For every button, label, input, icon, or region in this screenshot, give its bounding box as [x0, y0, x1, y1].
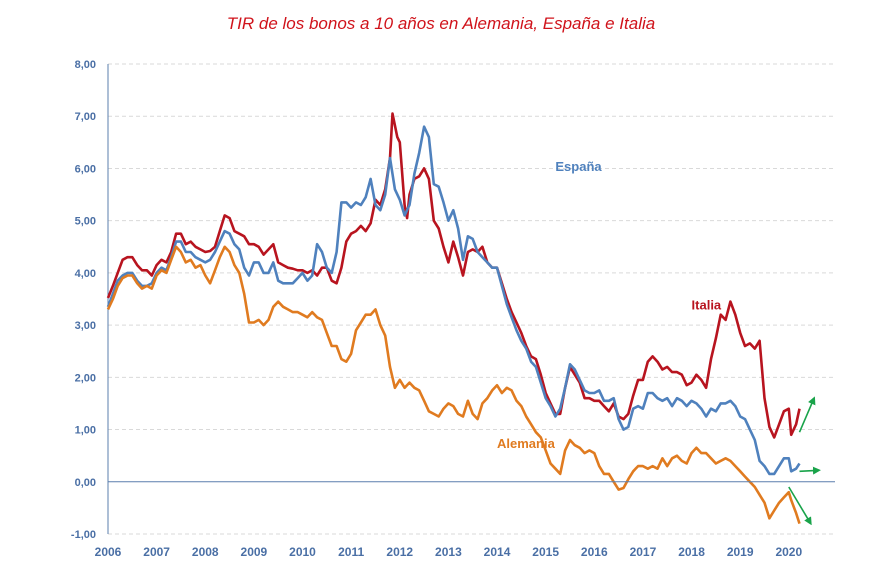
x-tick-label: 2015 — [532, 545, 559, 559]
series-line-italia — [106, 112, 801, 439]
y-tick-label: 3,00 — [75, 320, 96, 332]
x-tick-label: 2011 — [338, 545, 364, 559]
x-axis-ticks: 2006 2007 2008 2009 2010 2011 2012 2013 2014 2015… — [95, 545, 803, 559]
x-tick-label: 2010 — [289, 545, 316, 559]
x-tick-label: 2020 — [775, 545, 802, 559]
trend-arrows — [788, 396, 821, 526]
x-tick-label: 2016 — [581, 545, 608, 559]
x-tick-label: 2017 — [630, 545, 657, 559]
series-label-italia: Italia — [692, 297, 722, 312]
trend-arrow — [788, 486, 812, 526]
x-tick-label: 2013 — [435, 545, 462, 559]
x-tick-label: 2019 — [727, 545, 754, 559]
x-tick-label: 2009 — [241, 545, 268, 559]
y-tick-label: 4,00 — [75, 268, 96, 280]
y-tick-label: 8,00 — [75, 59, 96, 71]
y-tick-label: 7,00 — [75, 111, 96, 123]
series-label-alemania: Alemania — [497, 436, 556, 451]
x-tick-label: 2014 — [484, 545, 511, 559]
series-line-espana — [106, 125, 801, 476]
series-line-alemania — [106, 245, 801, 525]
chart-title: TIR de los bonos a 10 años en Alemania, … — [226, 14, 656, 33]
grid-lines — [107, 63, 835, 535]
trend-arrow — [798, 396, 816, 433]
y-tick-label: 0,00 — [75, 477, 96, 489]
x-tick-label: 2006 — [95, 545, 122, 559]
y-tick-label: 2,00 — [75, 372, 96, 384]
x-tick-label: 2008 — [192, 545, 219, 559]
y-tick-label: 6,00 — [75, 163, 96, 175]
series-lines — [106, 112, 801, 525]
y-tick-label: 1,00 — [75, 425, 96, 437]
y-tick-label: 5,00 — [75, 216, 96, 228]
y-axis-ticks: -1,00 0,00 1,00 2,00 3,00 4,00 5,00 6,00 7,00 8,0… — [71, 59, 96, 541]
series-labels: Italia España Alemania — [497, 159, 722, 451]
trend-arrow — [799, 466, 821, 475]
x-tick-label: 2018 — [678, 545, 705, 559]
x-tick-label: 2012 — [386, 545, 413, 559]
x-tick-label: 2007 — [143, 545, 170, 559]
series-label-espana: España — [555, 159, 602, 174]
y-tick-label: -1,00 — [71, 529, 96, 541]
